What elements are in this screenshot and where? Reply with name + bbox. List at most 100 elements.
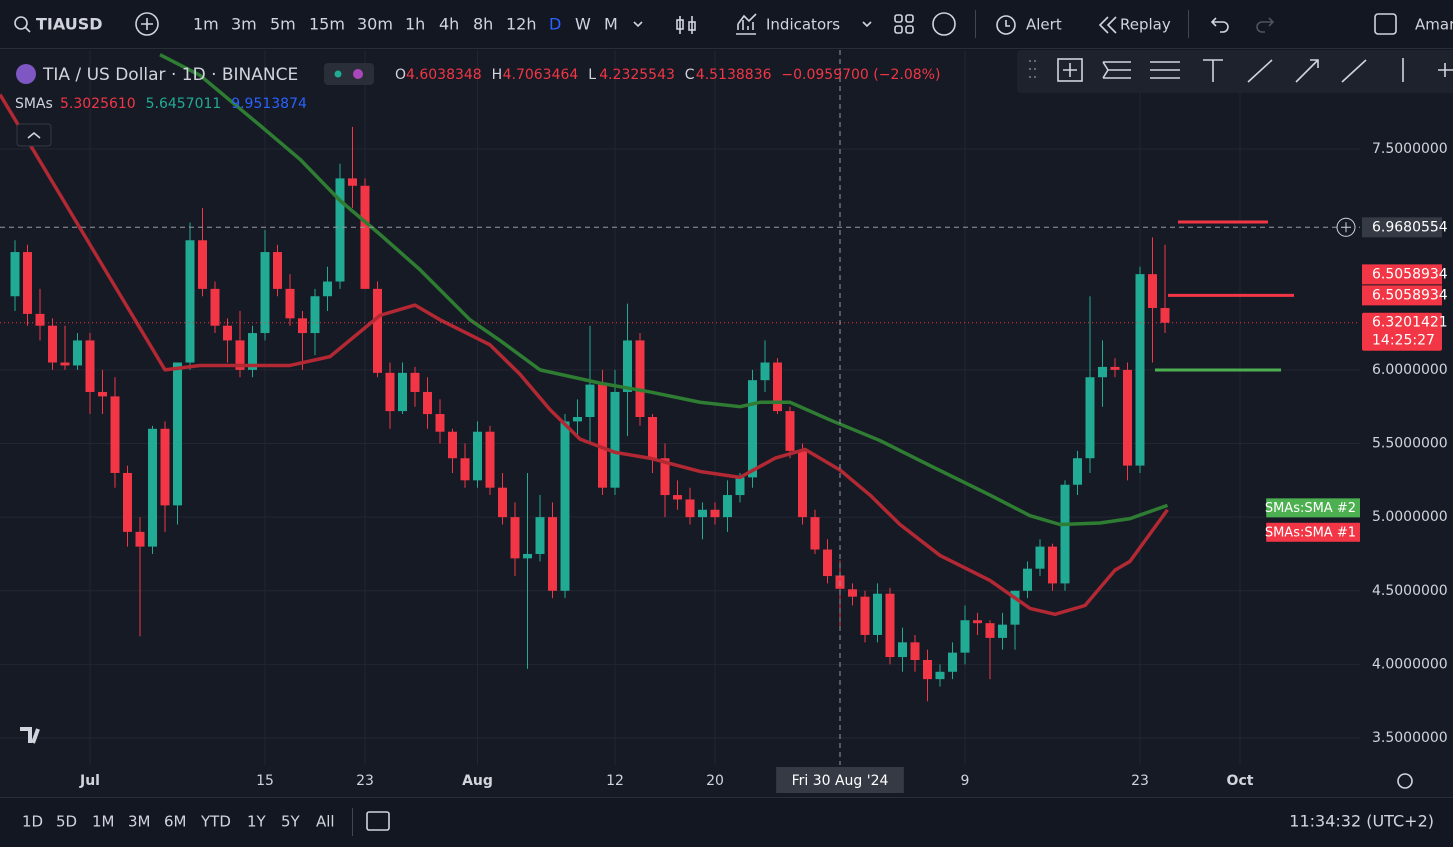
range-button[interactable]: 6M (164, 813, 187, 831)
search-icon (24, 26, 31, 33)
template-button[interactable] (932, 12, 956, 36)
range-button[interactable]: 5Y (281, 813, 301, 831)
ohlc-label: L (588, 67, 596, 83)
account-name[interactable]: Amar (1415, 16, 1453, 34)
candle-body (435, 414, 445, 432)
candle-body (760, 362, 770, 381)
ohlc-value: 4.2325543 (599, 67, 675, 83)
tool-cross[interactable] (1438, 63, 1453, 77)
crosshair-date: Fri 30 Aug '24 (792, 773, 889, 789)
tool-rect[interactable] (1057, 58, 1083, 82)
interval-button[interactable]: 1h (405, 15, 425, 34)
ohlc-label: H (492, 67, 503, 83)
ohlc-value: 4.5138836 (696, 67, 772, 83)
candle-body (1085, 377, 1095, 459)
candle-body (285, 288, 295, 319)
interval-button[interactable]: 30m (357, 15, 393, 34)
tool-trend[interactable] (1247, 59, 1273, 83)
candle-body (1010, 590, 1020, 625)
layout-icon[interactable] (894, 14, 903, 23)
candle-body (685, 499, 695, 518)
x-tick-label: 23 (1131, 773, 1149, 789)
candle-body (523, 553, 532, 559)
symbol[interactable]: TIAUSD (36, 15, 103, 34)
candle-body (773, 362, 782, 412)
alert-button[interactable]: Alert (1026, 16, 1062, 34)
settings-button[interactable] (1397, 773, 1413, 789)
tool-fib[interactable] (1102, 61, 1131, 79)
y-tick-label: 4.5000000 (1372, 583, 1448, 599)
candle-body (298, 318, 307, 334)
compare-button[interactable] (135, 12, 159, 36)
search-icon (14, 16, 28, 30)
interval-button[interactable]: 12h (506, 15, 537, 34)
tool-line[interactable] (1341, 59, 1367, 83)
crosshair-price: 6.9680554 (1372, 219, 1448, 235)
clock[interactable]: 11:34:32 (UTC+2) (1289, 812, 1434, 831)
candle-body (960, 620, 970, 653)
alert-icon (1005, 20, 1010, 27)
tool-lines[interactable] (1150, 61, 1180, 79)
interval-button[interactable]: 5m (270, 15, 296, 34)
range-button[interactable]: 3M (128, 813, 151, 831)
goto-date-button[interactable] (366, 811, 390, 831)
indicators-dropdown[interactable] (862, 21, 872, 28)
range-button[interactable]: 1Y (247, 813, 267, 831)
price-label-bg (1362, 285, 1442, 306)
interval-button[interactable]: D (549, 15, 561, 34)
crosshair-date-bg (776, 767, 904, 793)
candle-body (273, 252, 282, 289)
candle-body (560, 421, 570, 591)
collapse-legend[interactable] (16, 123, 52, 147)
range-button[interactable]: 5D (56, 813, 77, 831)
candle-body (1098, 366, 1107, 378)
range-button[interactable]: 1D (22, 813, 43, 831)
candle-body (660, 458, 670, 496)
interval-button[interactable]: 15m (309, 15, 345, 34)
compare-icon (141, 18, 153, 30)
indicators-button[interactable]: Indicators (766, 16, 840, 34)
x-tick-label: 23 (356, 773, 374, 789)
candle-body (998, 624, 1007, 638)
market-status (334, 70, 342, 78)
candle-body (73, 340, 82, 366)
candle-body (673, 495, 682, 500)
candle-body (848, 589, 857, 597)
candle-body (235, 340, 245, 370)
interval-button[interactable]: 8h (473, 15, 493, 34)
status-pill[interactable] (324, 63, 374, 85)
sma-line (0, 93, 1169, 617)
candle-body (98, 391, 107, 397)
replay-button[interactable]: Replay (1120, 16, 1171, 34)
candle-body (1135, 274, 1145, 466)
countdown-label: 14:25:27 (1372, 333, 1435, 349)
candle-body (798, 450, 807, 518)
interval-button[interactable]: 3m (231, 15, 257, 34)
redo-button[interactable] (1256, 17, 1275, 33)
drag-handle[interactable] (1029, 60, 1036, 78)
fullscreen-button[interactable] (1374, 13, 1397, 35)
interval-button[interactable]: 4h (439, 15, 459, 34)
candle-body (185, 240, 195, 363)
interval-button[interactable]: 1m (193, 15, 219, 34)
chart-type-button[interactable] (679, 16, 693, 34)
candle-body (948, 652, 957, 672)
tool-text[interactable] (1203, 59, 1223, 82)
candle-body (310, 296, 320, 334)
candle-body (923, 659, 932, 680)
interval-dropdown[interactable] (633, 21, 643, 28)
range-button[interactable]: 1M (92, 813, 115, 831)
candle-body (723, 495, 732, 518)
tool-arrow[interactable] (1295, 59, 1319, 83)
candle-body (1048, 546, 1057, 584)
range-button[interactable]: All (316, 813, 335, 831)
candle-body (1073, 458, 1082, 485)
interval-button[interactable]: M (604, 15, 618, 34)
candle-body (260, 252, 270, 334)
y-tick-label: 7.5000000 (1372, 141, 1448, 157)
range-button[interactable]: YTD (200, 813, 231, 831)
undo-button[interactable] (1210, 17, 1229, 33)
candle-body (535, 517, 545, 554)
interval-button[interactable]: W (575, 15, 591, 34)
